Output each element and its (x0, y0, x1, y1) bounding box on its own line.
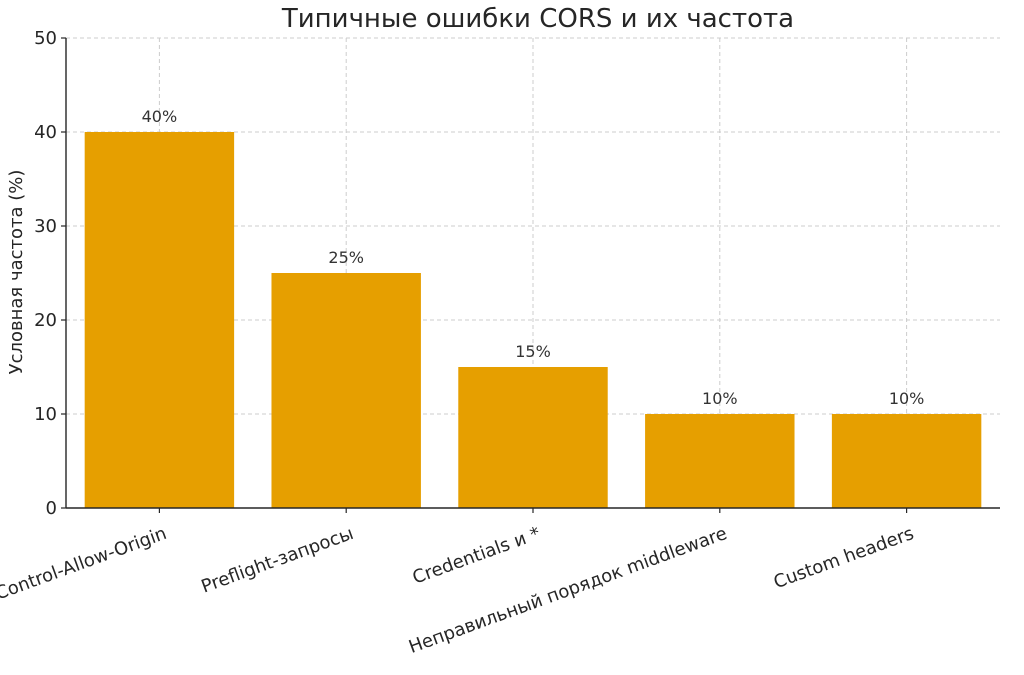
bar (831, 414, 982, 508)
y-tick-label: 10 (34, 404, 57, 425)
y-tick-label: 0 (46, 498, 57, 519)
x-tick-label: Credentials и * (410, 523, 543, 589)
chart-title: Типичные ошибки CORS и их частота (281, 4, 794, 34)
bar (458, 367, 608, 508)
y-tick-label: 30 (34, 216, 57, 237)
data-label: 10% (889, 389, 925, 408)
bar (271, 273, 421, 508)
data-labels-layer: 40% 25% 15% 10% 10% (142, 107, 925, 408)
data-label: 10% (702, 389, 738, 408)
bars-layer (84, 132, 982, 508)
data-label: 40% (142, 107, 178, 126)
x-tick-label: Preflight-запросы (199, 523, 357, 598)
x-tick-label: Custom headers (771, 523, 917, 593)
x-ticks-layer: Нет Access-Control-Allow-Origin Preflight… (0, 508, 917, 658)
x-tick-label: Нет Access-Control-Allow-Origin (0, 523, 169, 642)
y-tick-label: 20 (34, 310, 57, 331)
data-label: 15% (515, 342, 551, 361)
x-tick-label: Неправильный порядок middleware (406, 523, 730, 658)
data-label: 25% (328, 248, 364, 267)
y-tick-label: 50 (34, 28, 57, 49)
bar (84, 132, 235, 508)
y-tick-label: 40 (34, 122, 57, 143)
y-ticks-layer: 0 10 20 30 40 50 (34, 28, 66, 519)
y-axis-label: Условная частота (%) (6, 170, 27, 375)
bar (645, 414, 795, 508)
axes-layer (65, 38, 1000, 509)
